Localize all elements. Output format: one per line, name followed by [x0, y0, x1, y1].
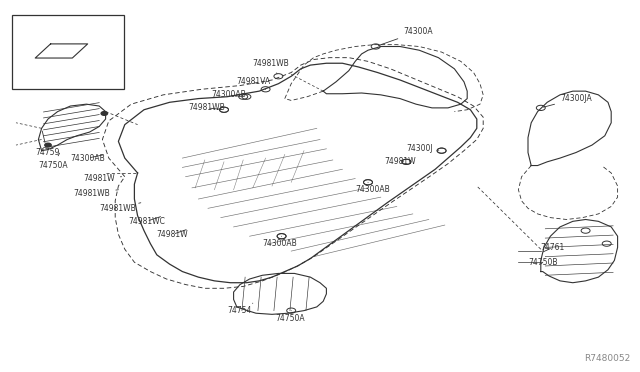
- Text: 74754: 74754: [227, 303, 253, 315]
- Text: 74882R: 74882R: [53, 72, 82, 81]
- Text: INSULATOR FUSIBLE: INSULATOR FUSIBLE: [27, 23, 108, 29]
- Text: 74981WB: 74981WB: [253, 59, 289, 74]
- Text: 74750A: 74750A: [38, 153, 68, 170]
- Text: 74981VA: 74981VA: [237, 77, 271, 89]
- Text: 74750B: 74750B: [528, 258, 557, 267]
- Bar: [12, 15, 124, 89]
- Text: 74300JA: 74300JA: [543, 94, 592, 107]
- Text: 74981WB: 74981WB: [99, 203, 141, 213]
- Text: 74759: 74759: [35, 131, 60, 157]
- Text: 74761: 74761: [541, 243, 565, 252]
- Text: 74981W: 74981W: [384, 157, 415, 166]
- Text: 74300AB: 74300AB: [355, 182, 390, 194]
- Text: 74300AB: 74300AB: [70, 154, 105, 163]
- Text: 74300AB: 74300AB: [211, 90, 246, 99]
- Text: 74981W: 74981W: [157, 230, 188, 239]
- Text: 74981WB: 74981WB: [74, 189, 118, 198]
- Text: 74981WC: 74981WC: [128, 217, 165, 226]
- Text: 74981W: 74981W: [83, 174, 122, 183]
- Text: R7480052: R7480052: [584, 354, 630, 363]
- Circle shape: [45, 143, 51, 147]
- Text: 74750A: 74750A: [275, 311, 305, 323]
- Circle shape: [101, 112, 108, 115]
- Text: 74981WB: 74981WB: [189, 103, 225, 112]
- Text: 74300AB: 74300AB: [262, 236, 297, 248]
- Text: 74300J: 74300J: [406, 144, 439, 153]
- Text: 74300A: 74300A: [378, 27, 433, 46]
